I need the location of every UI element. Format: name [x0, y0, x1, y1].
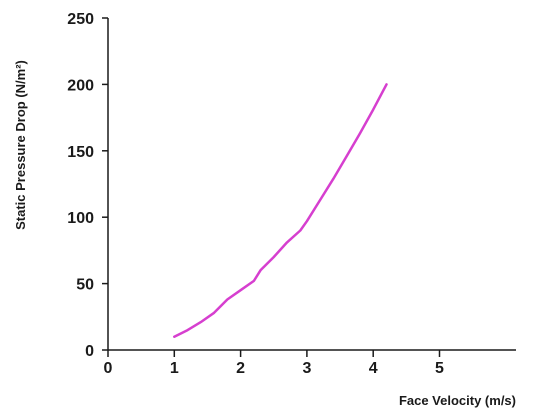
- x-tick-label: 4: [369, 360, 378, 377]
- ticks: 0 50 100 150 200 250 0 1 2 3 4 5: [67, 11, 444, 377]
- x-tick-label: 0: [104, 360, 113, 377]
- axes: [107, 18, 516, 351]
- y-tick-label: 200: [67, 77, 94, 94]
- x-tick-label: 2: [236, 360, 245, 377]
- y-axis-label: Static Pressure Drop (N/m²): [13, 60, 28, 230]
- y-tick-label: 100: [67, 210, 94, 227]
- x-tick-label: 1: [170, 360, 179, 377]
- y-tick-label: 0: [85, 343, 94, 360]
- series-line: [173, 83, 388, 338]
- x-axis-label: Face Velocity (m/s): [399, 393, 516, 408]
- y-tick-label: 250: [67, 11, 94, 28]
- y-tick-label: 150: [67, 144, 94, 161]
- x-tick-label: 5: [435, 360, 444, 377]
- y-tick-label: 50: [76, 277, 94, 294]
- x-tick-label: 3: [302, 360, 311, 377]
